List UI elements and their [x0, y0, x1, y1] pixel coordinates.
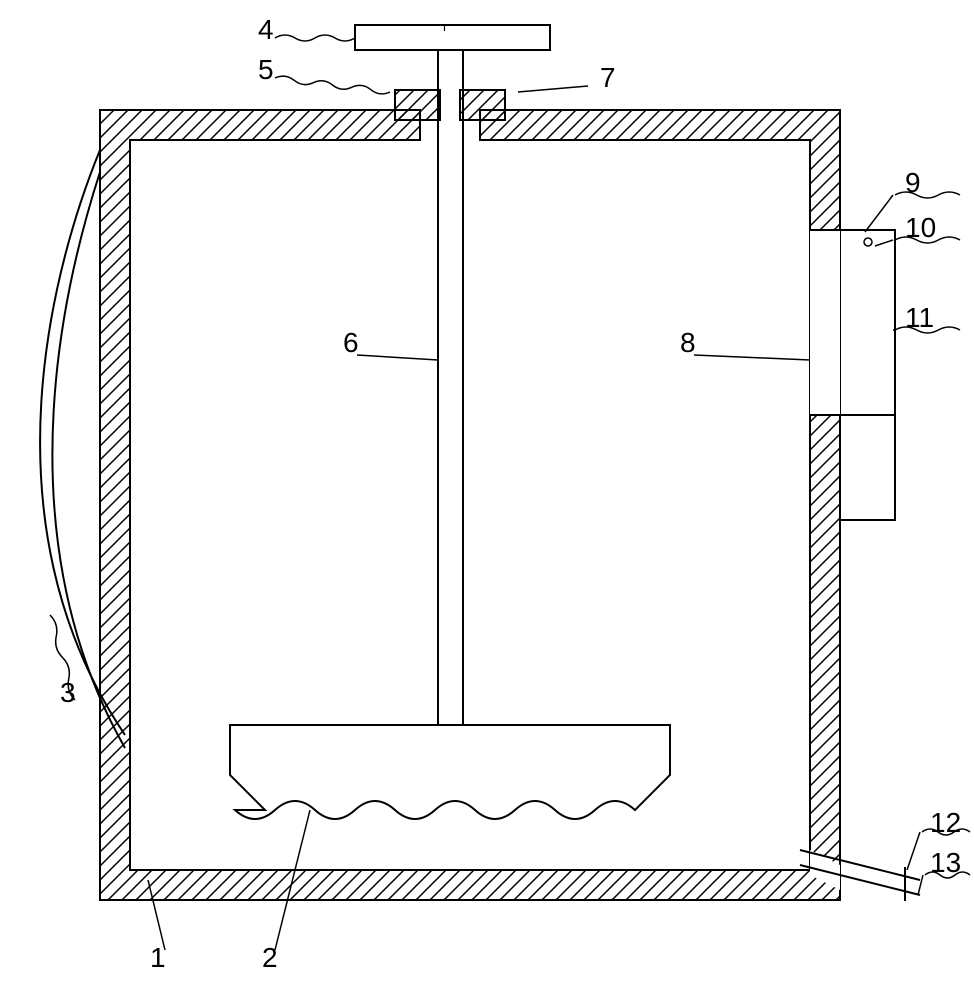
engineering-diagram — [0, 0, 974, 1000]
callout-label-6: 6 — [343, 327, 359, 359]
callout-label-2: 2 — [262, 942, 278, 974]
callout-label-12: 12 — [930, 807, 961, 839]
callout-label-13: 13 — [930, 847, 961, 879]
callout-label-5: 5 — [258, 54, 274, 86]
callout-label-7: 7 — [600, 62, 616, 94]
callout-label-9: 9 — [905, 167, 921, 199]
callout-label-4: 4 — [258, 14, 274, 46]
callout-label-10: 10 — [905, 212, 936, 244]
callout-label-1: 1 — [150, 942, 166, 974]
callout-label-8: 8 — [680, 327, 696, 359]
callout-label-3: 3 — [60, 677, 76, 709]
callout-label-11: 11 — [905, 302, 934, 334]
